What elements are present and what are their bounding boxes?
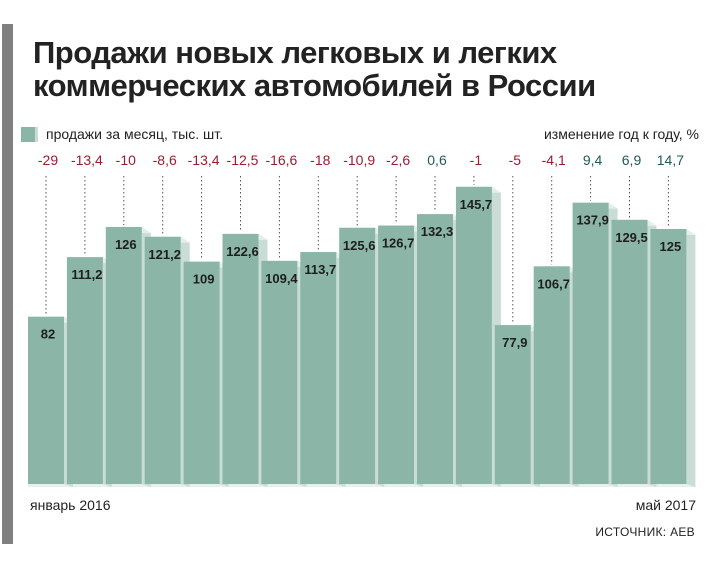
yoy-label: 6,9 (622, 152, 642, 168)
yoy-label: 0,6 (427, 152, 447, 168)
x-axis-start-label: январь 2016 (30, 497, 111, 513)
yoy-label: -13,4 (71, 152, 103, 168)
bar (533, 266, 570, 484)
yoy-label: -29 (38, 152, 58, 168)
yoy-label: -12,5 (227, 152, 259, 168)
yoy-label: -2,6 (386, 152, 410, 168)
bar (611, 219, 648, 484)
bar (144, 236, 181, 484)
value-label: 111,2 (71, 267, 102, 282)
title-line-2: коммерческих автомобилей в России (33, 68, 596, 103)
bar (105, 226, 142, 484)
legend: продажи за месяц, тыс. шт. (21, 126, 223, 142)
yoy-label: -4,1 (542, 152, 566, 168)
bar (222, 233, 259, 484)
value-label: 132,3 (421, 224, 454, 239)
legend-label: продажи за месяц, тыс. шт. (46, 126, 223, 142)
value-label: 126 (115, 237, 137, 252)
yoy-label: -13,4 (188, 152, 220, 168)
bar (300, 252, 337, 484)
value-label: 121,2 (148, 247, 181, 262)
bar-side (686, 229, 696, 487)
yoy-label: -10 (116, 152, 136, 168)
value-label: 109 (193, 272, 215, 287)
value-label: 77,9 (502, 335, 527, 350)
value-label: 145,7 (460, 197, 493, 212)
bar (66, 257, 103, 484)
value-label: 113,7 (304, 262, 336, 277)
value-label: 82 (41, 327, 55, 342)
yoy-label: -5 (509, 152, 522, 168)
title-line-1: Продажи новых легковых и легких (33, 35, 557, 70)
yoy-label: -10,9 (343, 152, 375, 168)
value-label: 137,9 (576, 213, 609, 228)
bar (650, 229, 687, 484)
title-accent-bar (2, 24, 13, 544)
value-label: 129,5 (615, 230, 648, 245)
bar (455, 186, 492, 484)
bar (572, 202, 609, 484)
bar (378, 225, 415, 485)
bar (28, 316, 64, 484)
yoy-label: -8,6 (153, 152, 177, 168)
value-label: 106,7 (537, 276, 570, 291)
yoy-label: 14,7 (657, 152, 684, 168)
chart-title: Продажи новых легковых и легких коммерче… (33, 36, 596, 102)
yoy-label: -16,6 (265, 152, 297, 168)
bar (494, 325, 531, 484)
yoy-legend-label: изменение год к году, % (543, 126, 699, 142)
value-label: 125 (660, 239, 682, 254)
yoy-label: 9,4 (583, 152, 603, 168)
bar (261, 260, 298, 484)
yoy-label: -1 (470, 152, 483, 168)
x-axis-end-label: май 2017 (635, 497, 696, 513)
source-note: ИСТОЧНИК: АЕВ (595, 525, 695, 539)
value-label: 126,7 (382, 236, 415, 251)
baseline (28, 484, 696, 487)
value-label: 125,6 (343, 238, 376, 253)
value-label: 122,6 (226, 244, 259, 259)
legend-swatch (21, 126, 38, 142)
value-label: 109,4 (265, 271, 298, 286)
bar (183, 261, 220, 484)
bar (417, 214, 453, 484)
bar (339, 227, 376, 484)
yoy-label: -18 (310, 152, 330, 168)
